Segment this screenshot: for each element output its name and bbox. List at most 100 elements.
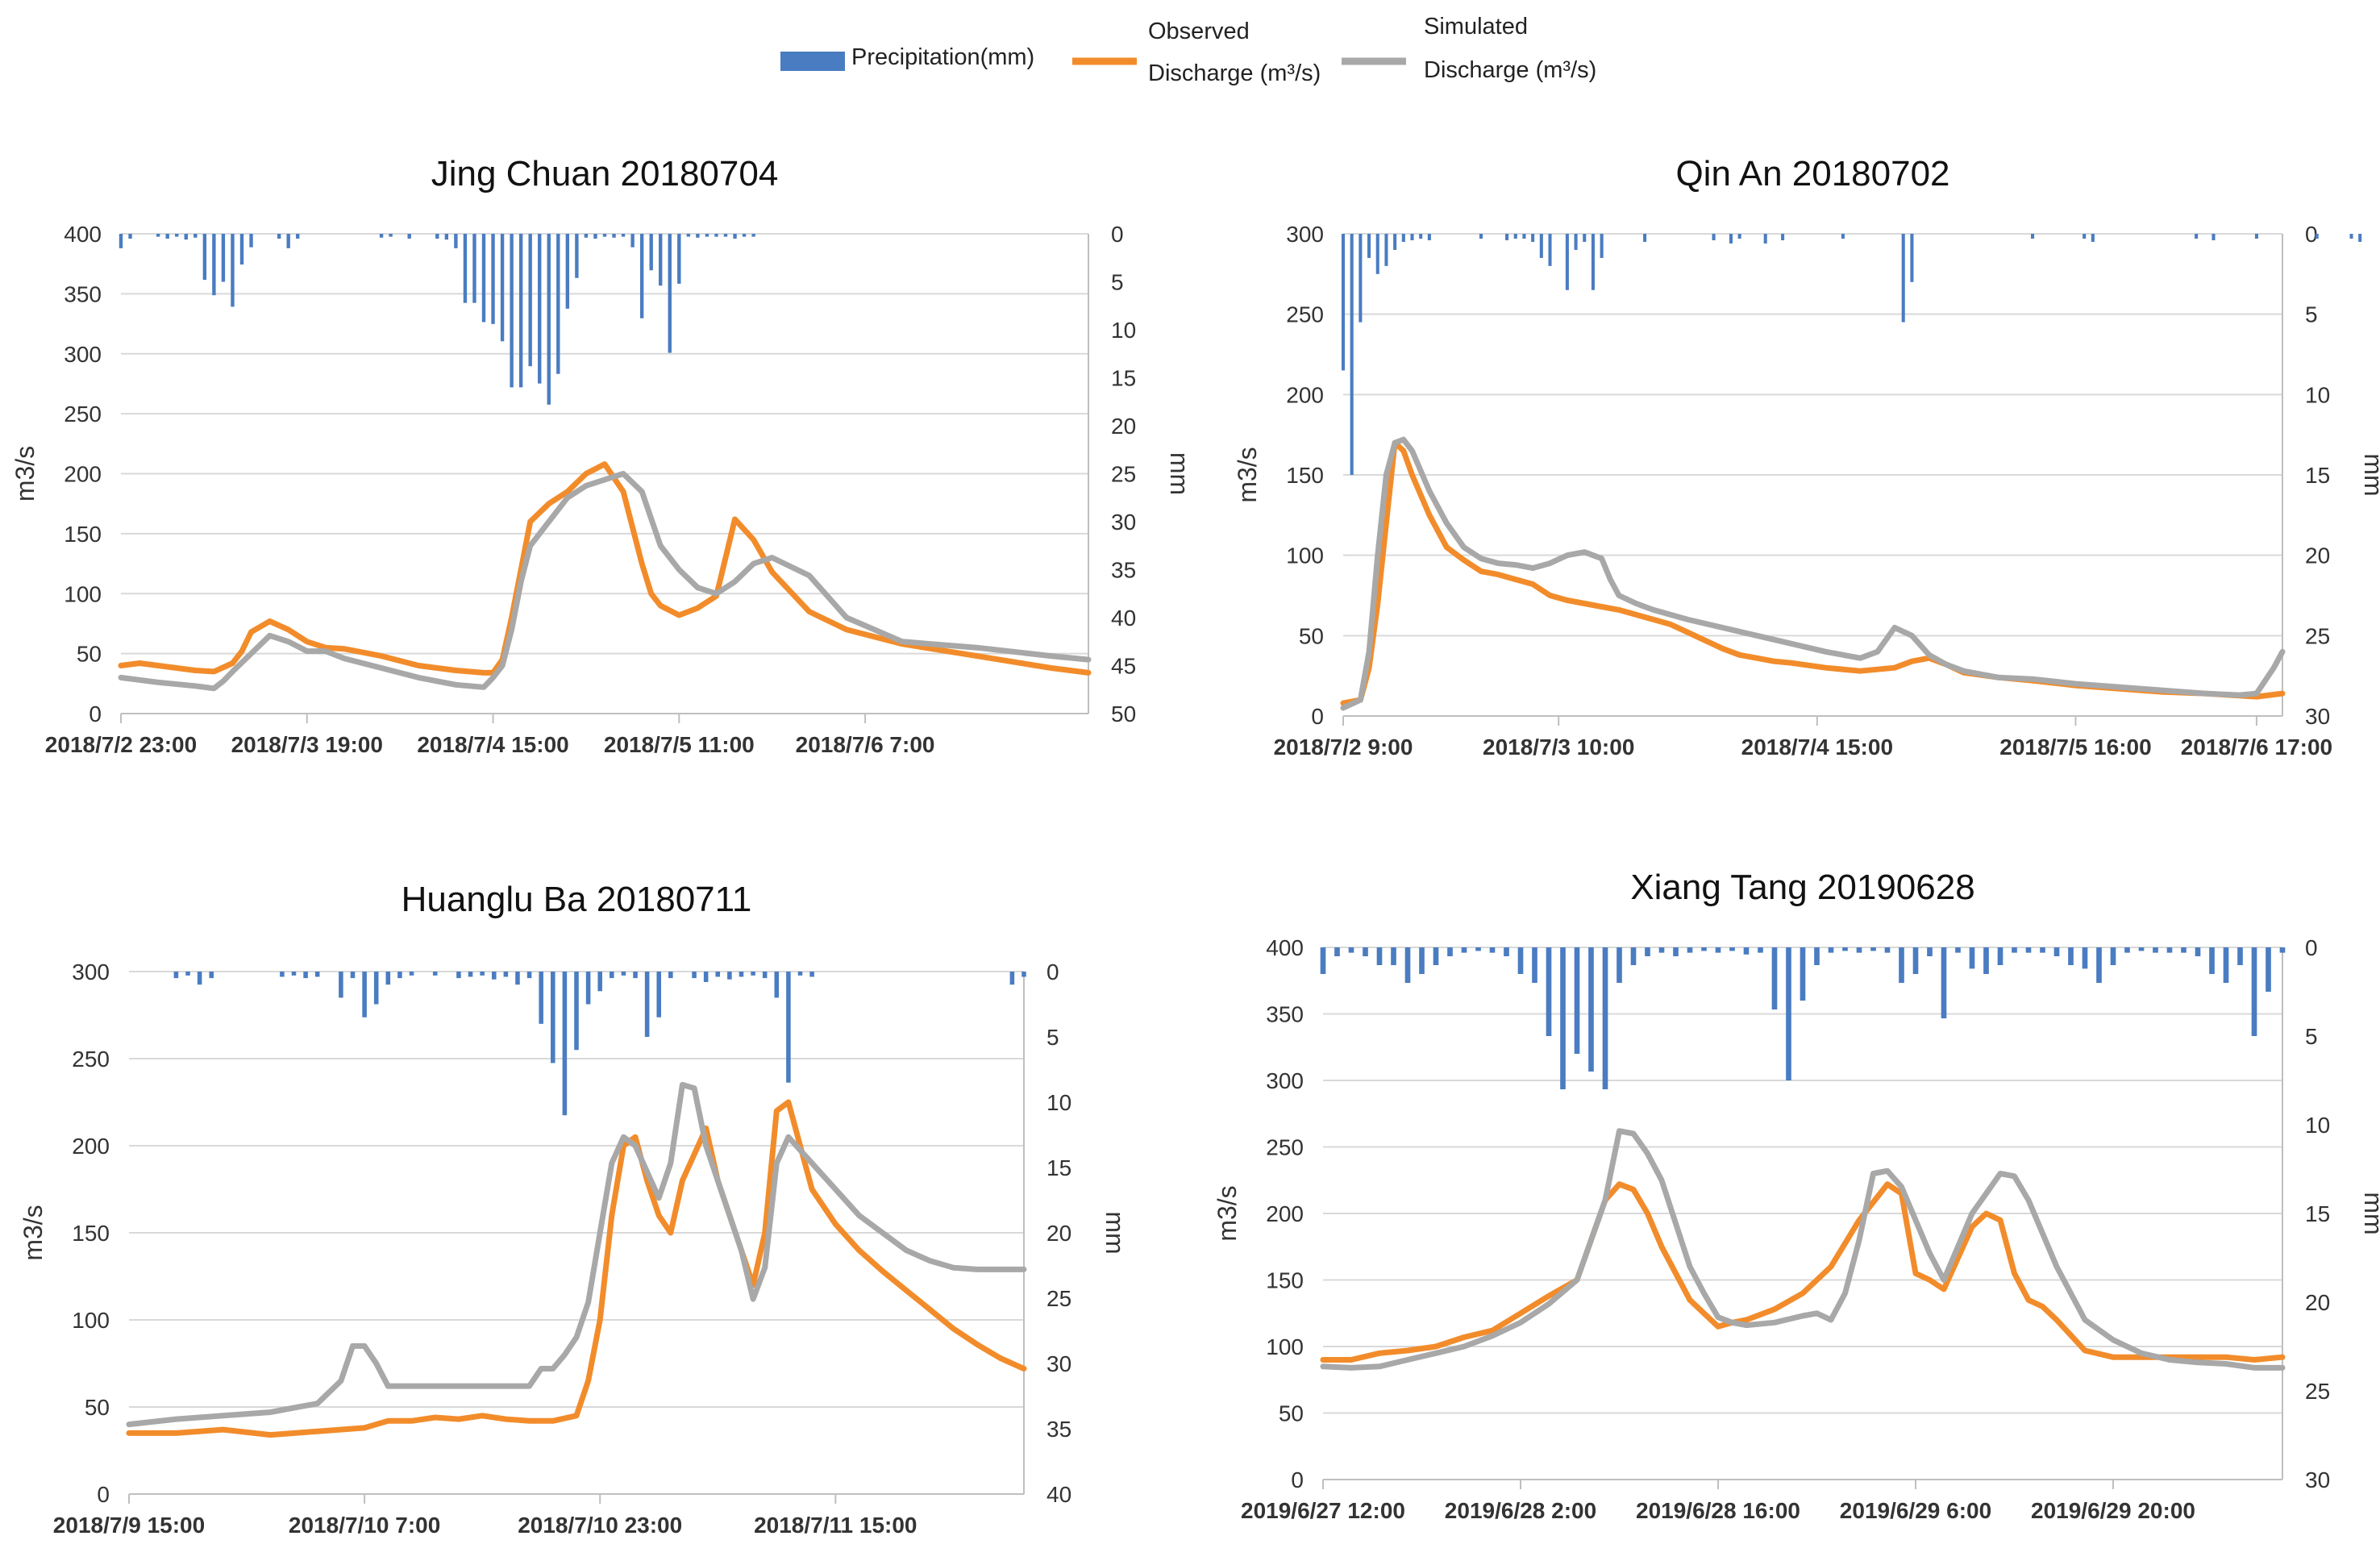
y2-tick-label: 25 xyxy=(1111,462,1136,487)
precipitation-bar xyxy=(500,234,505,342)
chart-xiang-tang: Xiang Tang 20190628050100150200250300350… xyxy=(1213,868,2380,1523)
y2-tick-label: 30 xyxy=(2305,1467,2330,1492)
precipitation-bar xyxy=(350,972,356,979)
precipitation-bar xyxy=(480,972,485,976)
y-axis-title: m3/s xyxy=(19,1205,48,1260)
precipitation-bar xyxy=(277,234,281,239)
precipitation-bar xyxy=(610,972,614,979)
precipitation-bar xyxy=(539,972,543,1024)
precipitation-bar xyxy=(703,972,709,982)
precipitation-bar xyxy=(197,972,202,985)
y2-tick-label: 20 xyxy=(1111,414,1136,439)
precipitation-bar xyxy=(1715,947,1721,953)
precipitation-bar xyxy=(1814,947,1820,965)
precipitation-bar xyxy=(1350,234,1354,475)
precipitation-bar xyxy=(239,234,244,265)
y-tick-label: 0 xyxy=(1311,704,1324,729)
precipitation-bar xyxy=(668,234,672,353)
x-tick-label: 2018/7/3 19:00 xyxy=(231,732,383,757)
x-tick-label: 2019/6/29 20:00 xyxy=(2031,1498,2195,1523)
y2-tick-label: 0 xyxy=(1046,959,1059,984)
y2-tick-label: 5 xyxy=(2305,302,2318,327)
precipitation-bar xyxy=(397,972,402,979)
y2-tick-label: 40 xyxy=(1111,606,1136,631)
precipitation-bar xyxy=(1009,972,1015,985)
precipitation-bar xyxy=(2181,947,2187,953)
precipitation-bar xyxy=(1899,947,1904,983)
y2-tick-label: 15 xyxy=(1046,1155,1071,1180)
precipitation-bar xyxy=(249,234,253,248)
precipitation-bar xyxy=(1658,947,1665,953)
y2-axis-title: mm xyxy=(2359,1192,2380,1234)
precipitation-bar xyxy=(556,234,560,374)
observed-discharge-line xyxy=(126,1099,1027,1438)
precipitation-bar xyxy=(1712,234,1716,240)
precipitation-bar xyxy=(1517,947,1524,974)
precipitation-bar xyxy=(2279,947,2286,953)
y-tick-label: 250 xyxy=(64,402,102,427)
y2-tick-label: 30 xyxy=(2305,704,2330,729)
precipitation-bar xyxy=(1591,234,1595,290)
precipitation-bar xyxy=(727,972,732,980)
precipitation-bar xyxy=(659,234,663,286)
precipitation-bar xyxy=(547,234,551,405)
precipitation-bar xyxy=(2031,234,2035,239)
precipitation-bar xyxy=(362,972,367,1018)
y-tick-label: 150 xyxy=(1266,1268,1304,1293)
precipitation-bar xyxy=(1927,947,1933,956)
precipitation-bar xyxy=(212,234,216,296)
x-tick-label: 2018/7/10 7:00 xyxy=(289,1513,440,1538)
precipitation-bar xyxy=(762,972,768,979)
panel-qin-an: Qin An 20180702 0 50 100 150 200 250 300 0 5 10 15 2… xyxy=(1190,137,2380,782)
precipitation-bar xyxy=(2124,947,2130,953)
precipitation-bar xyxy=(1341,234,1346,371)
y-tick-label: 300 xyxy=(1266,1068,1304,1093)
precipitation-bar xyxy=(1504,947,1509,956)
observed-discharge-line xyxy=(1340,439,2286,706)
chart-title: Xiang Tang 20190628 xyxy=(1630,868,1974,907)
y-tick-label: 50 xyxy=(77,642,102,667)
precipitation-bar xyxy=(575,234,579,278)
precipitation-bar xyxy=(1583,234,1587,242)
legend-simulated-label-line1: Simulated xyxy=(1424,14,1528,40)
precipitation-bar xyxy=(1910,234,1914,282)
precipitation-bar xyxy=(1600,234,1604,258)
precipitation-bar xyxy=(385,972,391,985)
precipitation-bar xyxy=(633,972,638,979)
y-tick-label: 200 xyxy=(72,1134,110,1159)
precipitation-bar xyxy=(503,972,509,977)
precipitation-bar xyxy=(1729,947,1735,951)
precipitation-bar xyxy=(551,972,555,1063)
y-tick-label: 250 xyxy=(1286,302,1324,327)
precipitation-bar xyxy=(481,234,486,323)
precipitation-bar xyxy=(574,972,579,1051)
precipitation-bar xyxy=(1983,947,1989,974)
y-tick-label: 50 xyxy=(85,1395,110,1420)
chart-title: Qin An 20180702 xyxy=(1675,154,1949,194)
chart-huanglu-ba: Huanglu Ba 20180711 0 50 100 150 200 250 300 0 5 1… xyxy=(19,880,1130,1538)
precipitation-bar xyxy=(1955,947,1961,953)
precipitation-bar xyxy=(389,234,393,237)
precipitation-bar xyxy=(1616,947,1622,983)
precipitation-bar xyxy=(733,234,737,239)
y-tick-label: 400 xyxy=(1266,935,1304,960)
y2-axis-title: mm xyxy=(1165,452,1190,495)
precipitation-bar xyxy=(2211,234,2216,240)
precipitation-bar xyxy=(2096,947,2102,983)
precipitation-bar xyxy=(1901,234,1905,323)
x-tick-label: 2019/6/27 12:00 xyxy=(1241,1498,1405,1523)
precipitation-bar xyxy=(639,234,644,318)
x-tick-label: 2018/7/11 15:00 xyxy=(754,1513,917,1538)
precipitation-bar xyxy=(286,234,290,248)
precipitation-bar xyxy=(1630,947,1637,965)
y-tick-label: 300 xyxy=(72,959,110,984)
precipitation-bar xyxy=(119,234,123,248)
precipitation-bar xyxy=(2082,947,2088,969)
precipitation-bar xyxy=(1348,947,1354,953)
precipitation-bar xyxy=(339,972,343,998)
precipitation-bar xyxy=(407,234,411,239)
y-tick-label: 150 xyxy=(72,1221,110,1246)
y2-tick-label: 40 xyxy=(1046,1482,1071,1507)
y2-tick-label: 35 xyxy=(1046,1417,1071,1442)
precipitation-bar xyxy=(1701,947,1707,951)
